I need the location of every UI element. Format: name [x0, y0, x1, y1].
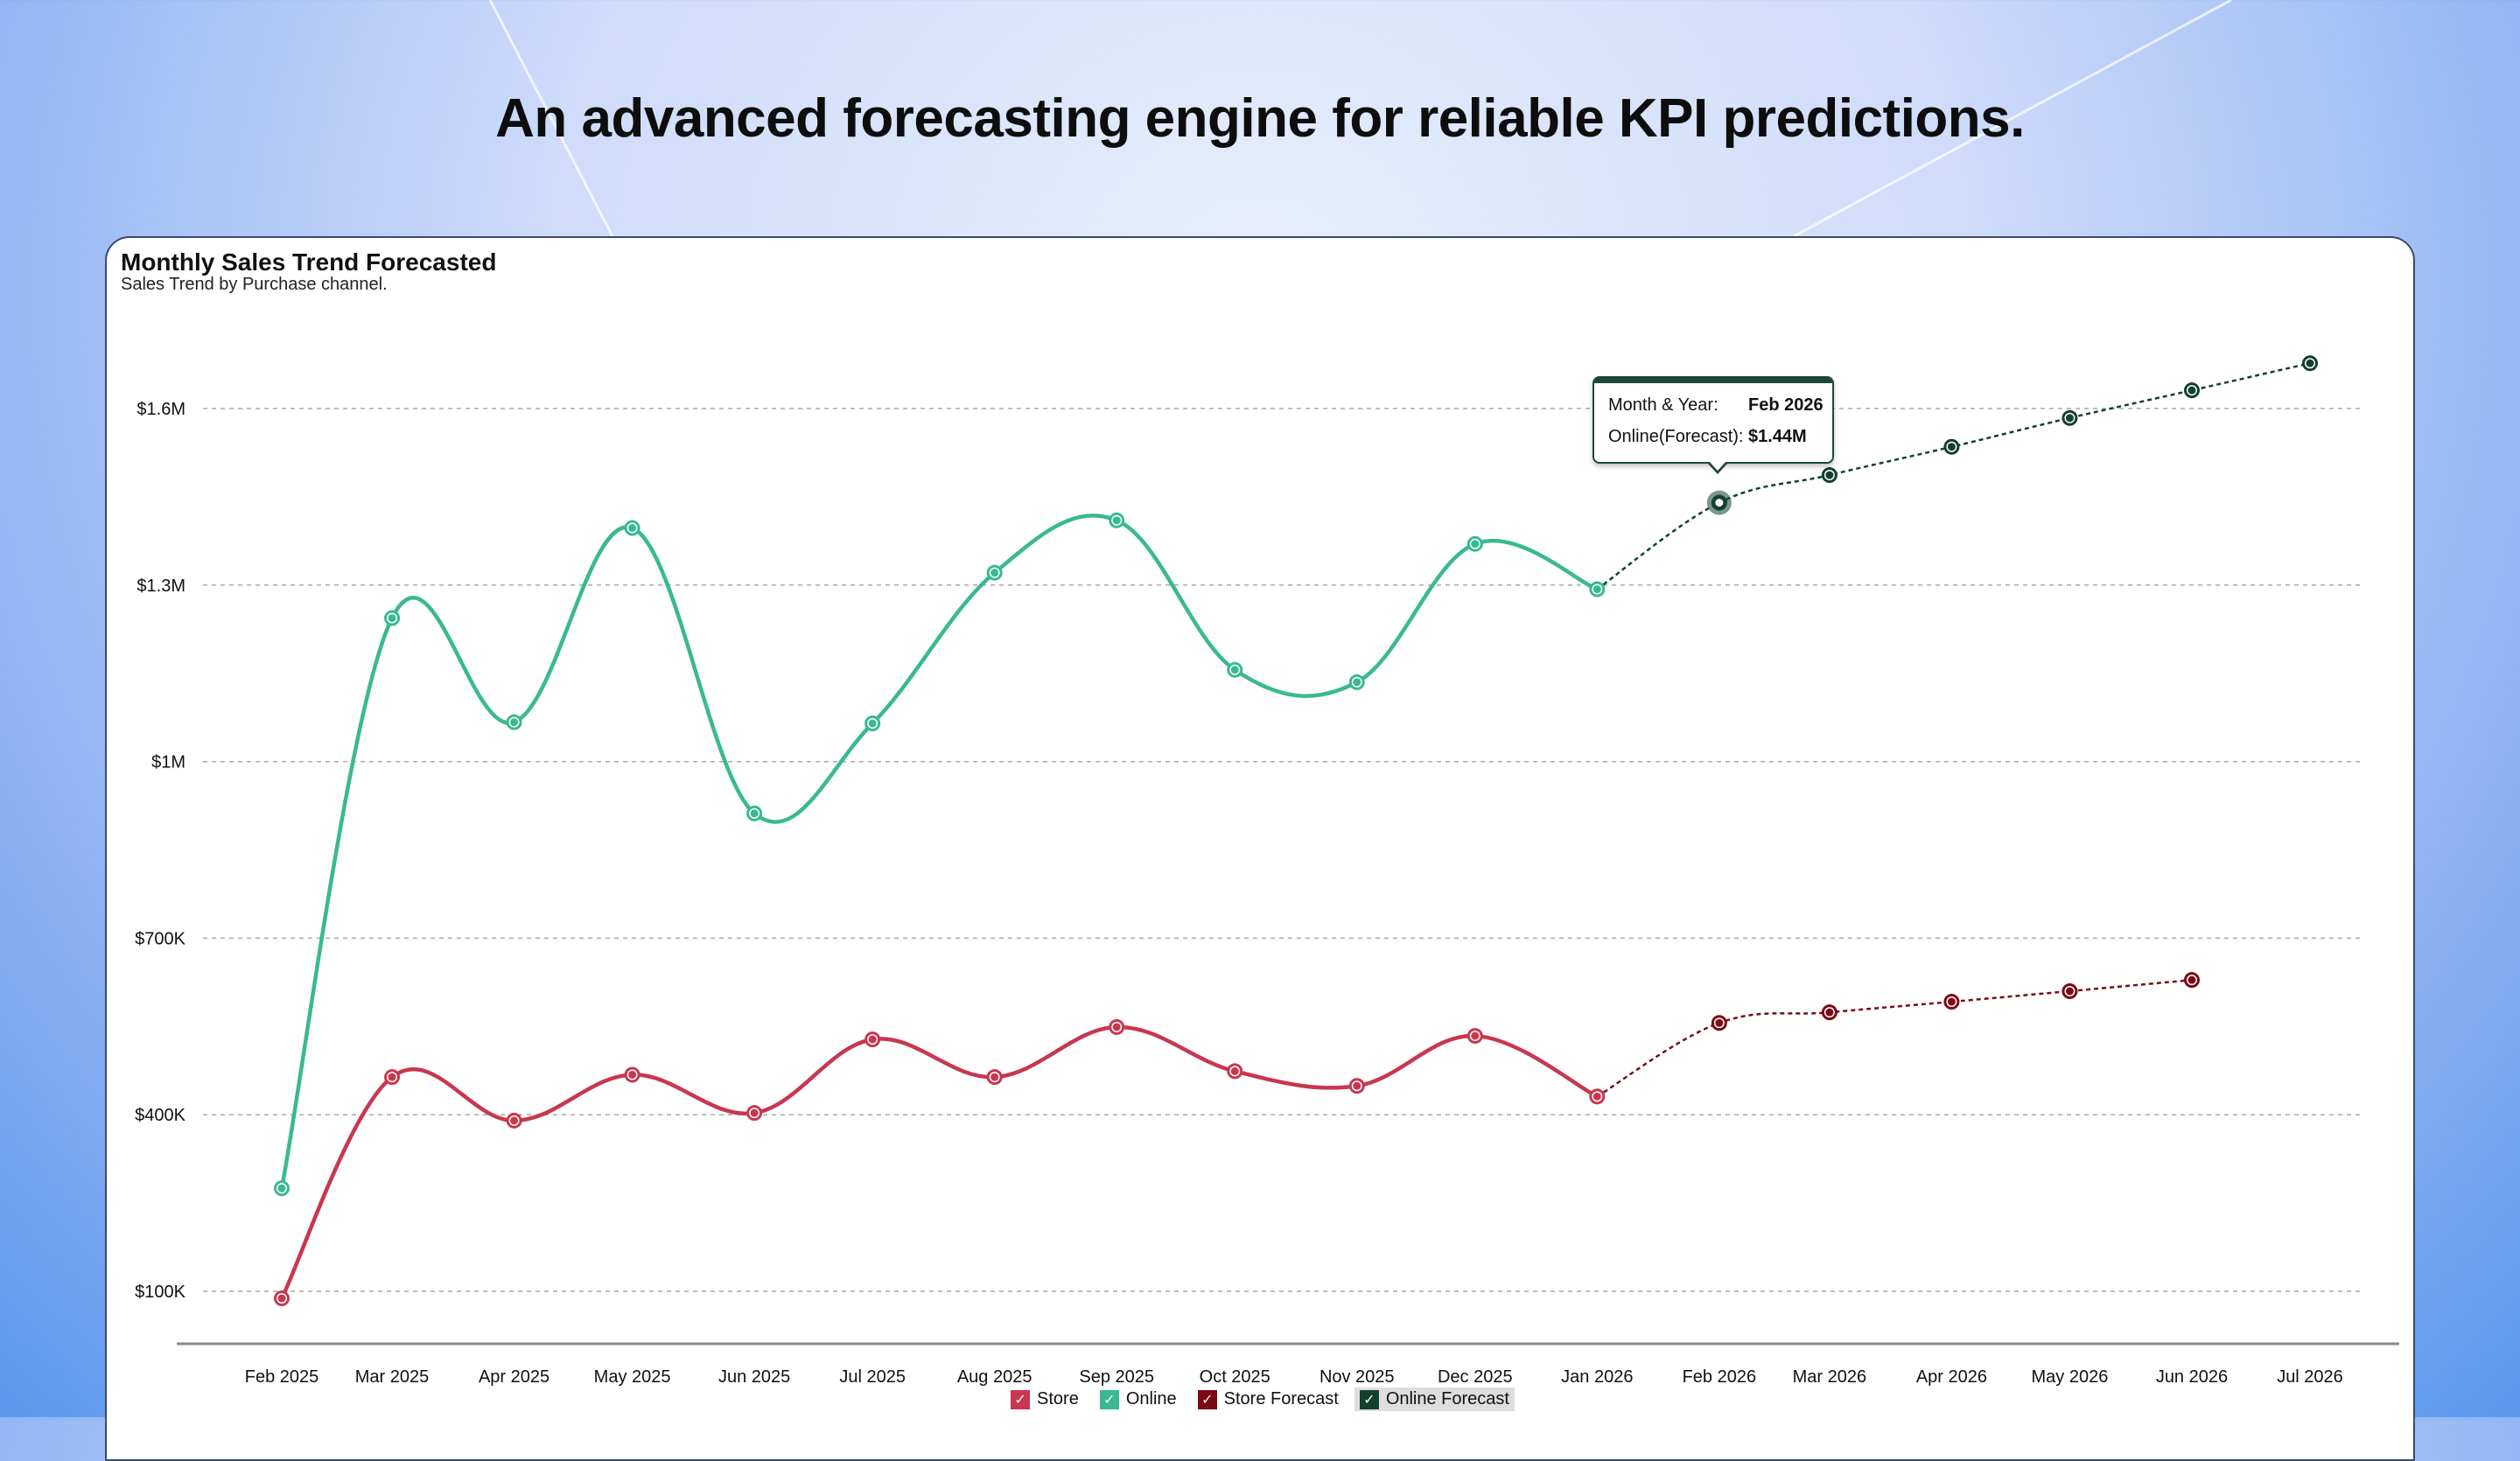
x-tick-label: Apr 2026: [1916, 1367, 1987, 1387]
legend-label: Store Forecast: [1223, 1389, 1339, 1409]
tooltip-value-month: Feb 2026: [1748, 395, 1824, 415]
x-tick-label: Jul 2025: [839, 1367, 906, 1387]
x-tick-label: Oct 2025: [1200, 1367, 1270, 1387]
data-point-store[interactable]: [1109, 1018, 1125, 1035]
data-point-online[interactable]: [746, 805, 763, 821]
tooltip-value-amount: $1.44M: [1748, 427, 1807, 446]
x-tick-label: May 2026: [2032, 1367, 2109, 1387]
data-point-online[interactable]: [384, 610, 401, 626]
tooltip-label-month: Month & Year:: [1608, 395, 1718, 415]
data-point-store[interactable]: [274, 1290, 290, 1307]
legend-item-store[interactable]: ✓ Store: [1005, 1388, 1084, 1411]
x-tick-label: Nov 2025: [1320, 1367, 1395, 1387]
y-tick-label: $100K: [135, 1283, 186, 1302]
data-point-store[interactable]: [1466, 1028, 1483, 1045]
data-point-online[interactable]: [864, 715, 881, 731]
data-point-online-forecast[interactable]: [1706, 490, 1732, 515]
data-point-online-forecast[interactable]: [2183, 382, 2200, 399]
y-tick-label: $1.6M: [136, 400, 186, 419]
chart-legend: ✓ Store ✓ Online ✓ Store Forecast ✓ Onli…: [107, 1388, 2413, 1411]
x-tick-label: Jul 2026: [2277, 1367, 2343, 1387]
checkbox-checked-icon: ✓: [1359, 1389, 1379, 1409]
data-point-online[interactable]: [1227, 661, 1243, 678]
data-point-store[interactable]: [864, 1031, 881, 1048]
x-tick-label: Apr 2025: [479, 1367, 550, 1387]
checkbox-checked-icon: ✓: [1099, 1389, 1119, 1409]
data-point-online-forecast[interactable]: [2062, 409, 2078, 426]
data-point-store-forecast[interactable]: [1821, 1004, 1838, 1021]
data-point-store[interactable]: [746, 1105, 763, 1122]
data-point-store[interactable]: [624, 1066, 640, 1083]
data-point-online[interactable]: [986, 564, 1003, 581]
x-tick-label: Aug 2025: [957, 1367, 1032, 1387]
legend-item-online-forecast[interactable]: ✓ Online Forecast: [1354, 1388, 1515, 1411]
checkbox-checked-icon: ✓: [1197, 1389, 1217, 1409]
y-tick-label: $1M: [151, 753, 186, 772]
chart-card: Monthly Sales Trend Forecasted Sales Tre…: [105, 236, 2415, 1461]
series-line-store-forecast[interactable]: [1596, 978, 2193, 1098]
data-point-store[interactable]: [1227, 1063, 1243, 1080]
x-tick-label: Mar 2025: [355, 1367, 430, 1387]
data-point-store[interactable]: [506, 1112, 522, 1129]
x-tick-label: May 2025: [594, 1367, 671, 1387]
legend-label: Store: [1037, 1389, 1079, 1409]
data-point-online[interactable]: [506, 714, 522, 730]
x-tick-label: Feb 2025: [245, 1367, 319, 1387]
data-point-online-forecast[interactable]: [1821, 467, 1838, 484]
data-point-online-forecast[interactable]: [2302, 355, 2318, 372]
x-tick-label: Sep 2025: [1079, 1367, 1154, 1387]
data-point-store-forecast[interactable]: [2062, 982, 2078, 999]
data-point-online[interactable]: [1109, 512, 1125, 528]
page-headline: An advanced forecasting engine for relia…: [495, 88, 2025, 149]
legend-label: Online Forecast: [1385, 1389, 1509, 1409]
data-point-online-forecast[interactable]: [1943, 438, 1960, 455]
chart-title: Monthly Sales Trend Forecasted: [121, 248, 497, 276]
x-tick-label: Dec 2025: [1438, 1367, 1513, 1387]
data-point-store[interactable]: [384, 1069, 401, 1086]
chart-subtitle: Sales Trend by Purchase channel.: [121, 275, 388, 294]
y-tick-label: $1.3M: [136, 577, 186, 596]
series-line-online[interactable]: [279, 514, 1599, 1189]
data-point-store[interactable]: [1348, 1078, 1365, 1094]
data-point-store[interactable]: [1589, 1088, 1606, 1105]
legend-item-online[interactable]: ✓ Online: [1095, 1388, 1182, 1411]
y-tick-label: $400K: [135, 1106, 186, 1125]
data-point-online[interactable]: [1466, 535, 1483, 552]
data-point-online[interactable]: [1348, 674, 1365, 690]
data-point-online[interactable]: [1589, 581, 1606, 598]
data-point-store[interactable]: [986, 1069, 1003, 1086]
x-tick-label: Jun 2026: [2156, 1367, 2228, 1387]
x-tick-label: Jan 2026: [1561, 1367, 1633, 1387]
line-chart: $100K $400K $700K $1M $1.3M $1.6M Feb 2025 Mar…: [135, 355, 2399, 1387]
data-point-store-forecast[interactable]: [1943, 994, 1960, 1010]
x-tick-label: Mar 2026: [1793, 1367, 1867, 1387]
legend-label: Online: [1125, 1389, 1177, 1409]
data-point-store-forecast[interactable]: [1711, 1015, 1727, 1031]
chart-tooltip: Month & Year: Feb 2026 Online(Forecast):…: [1592, 376, 1834, 474]
x-tick-label: Jun 2025: [718, 1367, 790, 1387]
data-point-online[interactable]: [274, 1180, 290, 1197]
data-point-store-forecast[interactable]: [2183, 972, 2200, 989]
series-line-store[interactable]: [279, 1024, 1599, 1300]
x-tick-label: Feb 2026: [1683, 1367, 1757, 1387]
y-tick-label: $700K: [135, 929, 186, 948]
legend-item-store-forecast[interactable]: ✓ Store Forecast: [1193, 1388, 1344, 1411]
tooltip-label-value: Online(Forecast):: [1608, 427, 1744, 446]
checkbox-checked-icon: ✓: [1011, 1389, 1031, 1409]
data-point-online[interactable]: [624, 520, 640, 536]
